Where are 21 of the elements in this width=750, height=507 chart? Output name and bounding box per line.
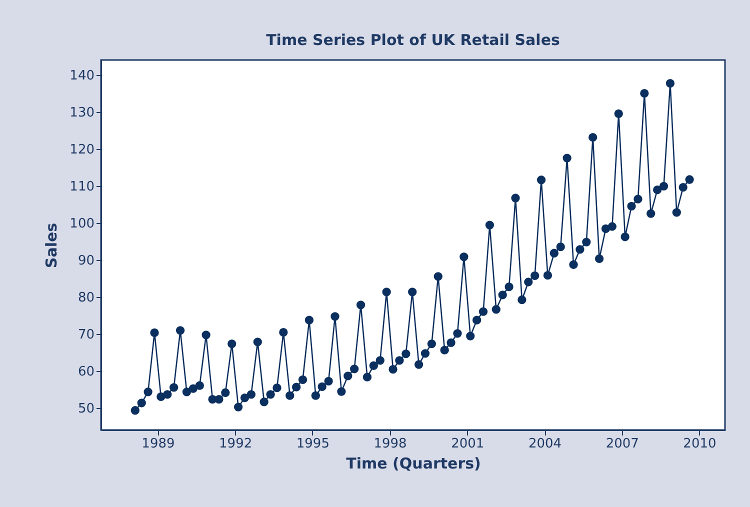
x-tick-label: 1995 [296,436,330,452]
y-tick-label: 60 [78,364,94,380]
y-tick-label: 70 [78,327,94,342]
y-tick-label: 120 [70,142,94,158]
x-axis-title: Time (Quarters) [346,454,481,472]
y-tick-label: 140 [70,68,94,84]
y-axis-title: Sales [42,222,61,268]
x-tick-label: 1992 [219,436,252,452]
x-tick-label: 2001 [451,436,484,452]
x-tick-label: 2010 [683,436,716,452]
y-tick-label: 50 [78,401,94,416]
x-tick-label: 1989 [142,436,175,452]
y-tick-label: 80 [78,290,94,306]
chart-title: Time Series Plot of UK Retail Sales [266,31,560,49]
x-tick-label: 1998 [374,436,407,452]
y-tick-label: 130 [70,105,94,120]
x-tick-label: 2004 [528,436,562,452]
y-tick-label: 100 [70,216,94,232]
y-tick-label: 110 [70,179,94,194]
x-tick-label: 2007 [606,436,639,452]
y-tick-label: 90 [78,253,94,268]
